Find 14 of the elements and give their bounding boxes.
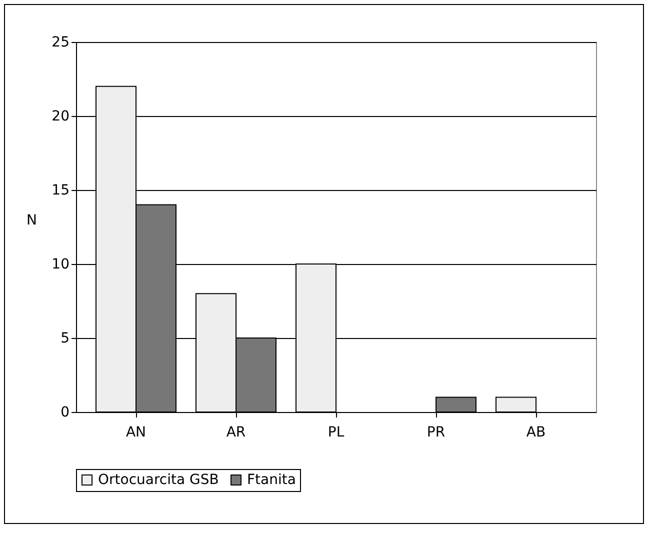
y-tick-label: 10 — [52, 256, 70, 272]
x-tick-label: PL — [328, 424, 344, 440]
x-tick-label: AR — [226, 424, 246, 440]
y-axis-title: N — [26, 212, 37, 228]
y-tick-label: 5 — [60, 330, 70, 346]
legend-label: Ftanita — [247, 472, 296, 488]
x-tick-label: PR — [426, 424, 446, 440]
y-tick-label: 25 — [52, 34, 70, 50]
y-tick-label: 20 — [52, 108, 70, 124]
legend-label: Ortocuarcita GSB — [98, 472, 219, 488]
x-tick-label: AN — [126, 424, 146, 440]
y-tick-label: 15 — [52, 182, 70, 198]
x-tick-label: AB — [526, 424, 546, 440]
y-tick-label: 0 — [60, 404, 70, 420]
